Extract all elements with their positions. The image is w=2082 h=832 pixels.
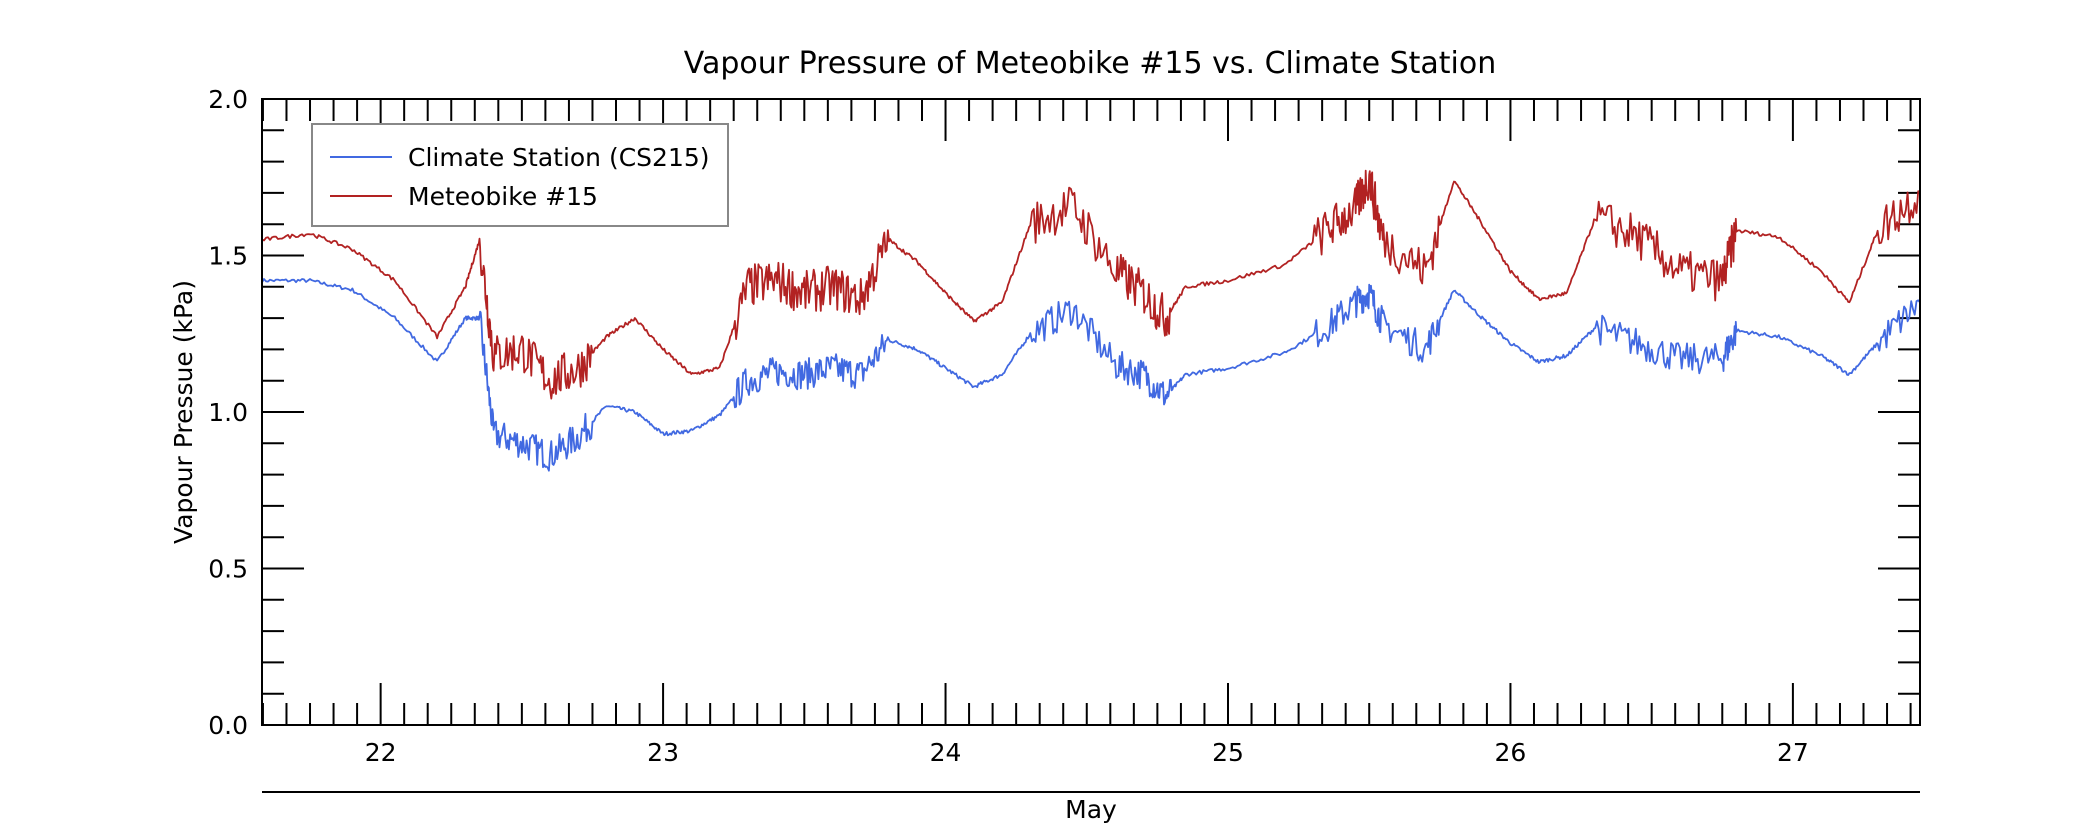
legend-label-climate-station: Climate Station (CS215) [408, 143, 710, 172]
tick-labels: 0.0 0.5 1.0 1.5 2.0 22 23 24 25 26 27 [208, 85, 1809, 767]
series-line-meteobike [261, 169, 1921, 400]
x-tick-label: 24 [930, 738, 962, 767]
x-tick-label: 22 [365, 738, 397, 767]
y-tick-label: 0.0 [208, 711, 248, 740]
x-tick-label: 26 [1495, 738, 1527, 767]
x-tick-label: 23 [647, 738, 679, 767]
x-axis-label: May [1065, 795, 1117, 824]
chart-title: Vapour Pressure of Meteobike #15 vs. Cli… [684, 46, 1496, 81]
axis-ticks [261, 98, 1920, 726]
plot-frame [261, 98, 1921, 726]
legend-label-meteobike: Meteobike #15 [408, 182, 598, 211]
data-series [261, 169, 1921, 472]
y-tick-label: 2.0 [208, 85, 248, 114]
series-line-climate-station [261, 278, 1921, 472]
y-tick-label: 1.0 [208, 398, 248, 427]
y-axis-label: Vapour Pressue (kPa) [169, 280, 198, 544]
x-tick-label: 25 [1212, 738, 1244, 767]
y-tick-label: 1.5 [208, 242, 248, 271]
legend-box [311, 123, 729, 227]
y-tick-label: 0.5 [208, 555, 248, 584]
x-tick-label: 27 [1777, 738, 1809, 767]
legend: Climate Station (CS215) Meteobike #15 [311, 123, 729, 227]
